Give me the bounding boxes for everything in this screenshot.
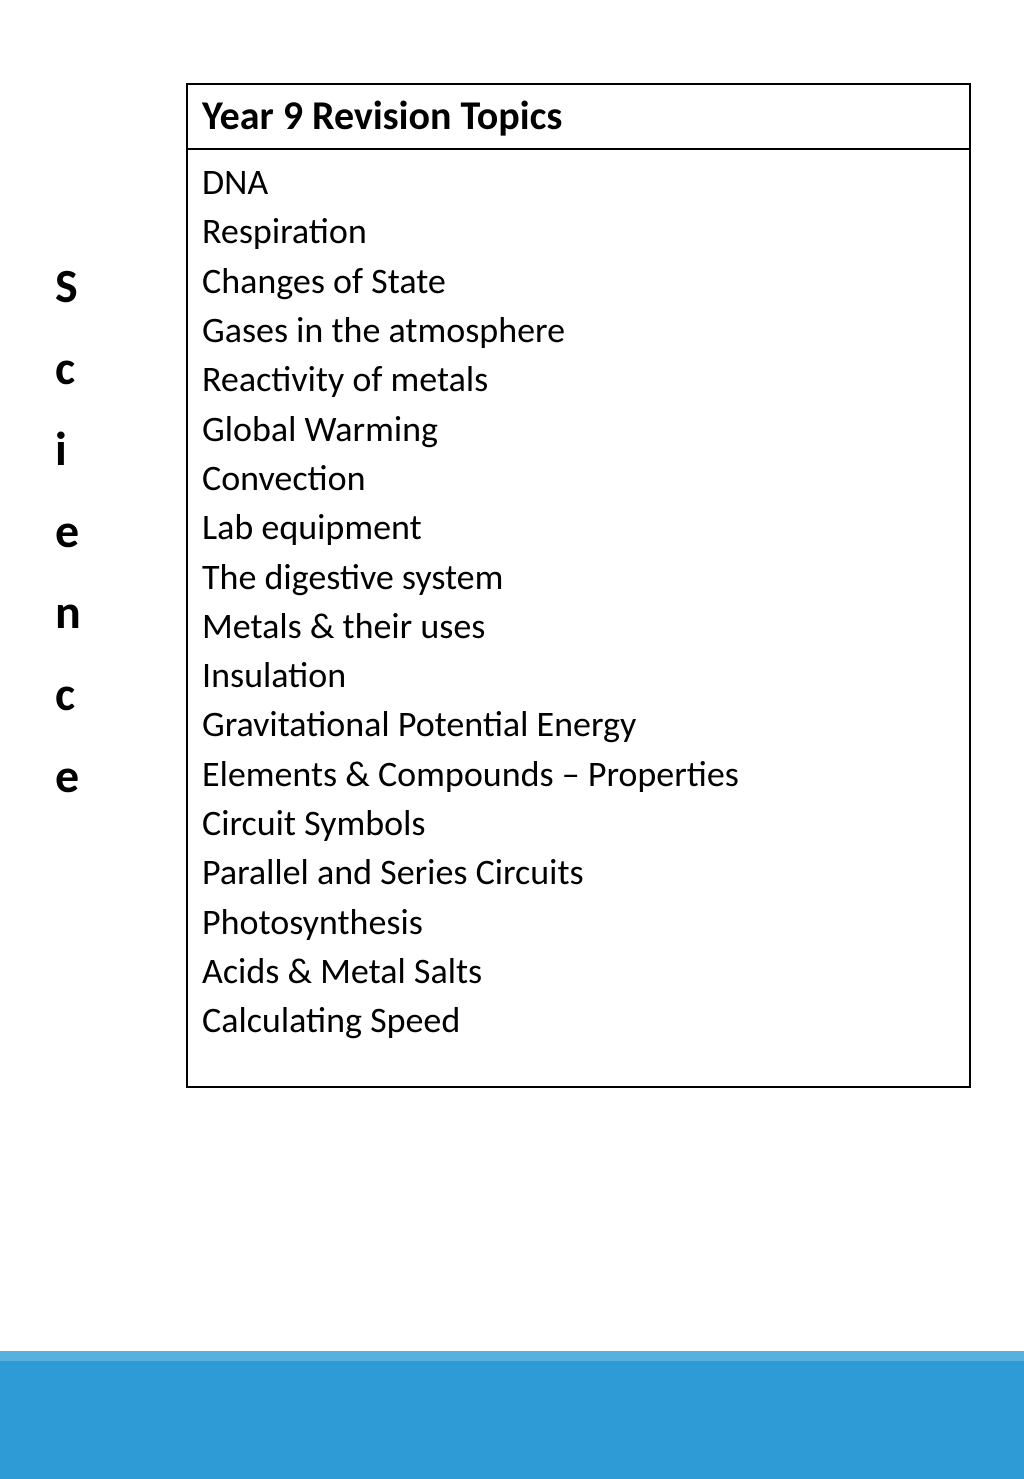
topic-item: Gases in the atmosphere bbox=[202, 306, 955, 355]
topic-item: Elements & Compounds – Properties bbox=[202, 750, 955, 799]
topic-item: DNA bbox=[202, 158, 955, 207]
topic-item: Changes of State bbox=[202, 257, 955, 306]
topic-item: Acids & Metal Salts bbox=[202, 947, 955, 996]
subject-letter: c bbox=[55, 653, 81, 735]
footer-band bbox=[0, 1351, 1024, 1479]
table-title: Year 9 Revision Topics bbox=[188, 85, 969, 150]
subject-letter: c bbox=[55, 327, 81, 409]
page: S c i e n c e Year 9 Revision Topics DNA… bbox=[0, 0, 1024, 1479]
topic-item: Lab equipment bbox=[202, 503, 955, 552]
topic-item: Photosynthesis bbox=[202, 898, 955, 947]
subject-letter: n bbox=[55, 571, 81, 653]
topic-item: Global Warming bbox=[202, 405, 955, 454]
topic-item: Circuit Symbols bbox=[202, 799, 955, 848]
subject-label: S c i e n c e bbox=[55, 245, 81, 816]
topic-item: Metals & their uses bbox=[202, 602, 955, 651]
topic-item: Calculating Speed bbox=[202, 996, 955, 1045]
topic-item: Respiration bbox=[202, 207, 955, 256]
topic-item: Convection bbox=[202, 454, 955, 503]
subject-letter: S bbox=[55, 245, 81, 327]
topic-item: Parallel and Series Circuits bbox=[202, 848, 955, 897]
topic-item: Insulation bbox=[202, 651, 955, 700]
topics-list: DNA Respiration Changes of State Gases i… bbox=[188, 150, 969, 1086]
subject-letter: e bbox=[55, 490, 81, 572]
topic-item: The digestive system bbox=[202, 553, 955, 602]
subject-letter: i bbox=[55, 408, 81, 490]
topic-item: Reactivity of metals bbox=[202, 355, 955, 404]
topic-item: Gravitational Potential Energy bbox=[202, 700, 955, 749]
revision-table: Year 9 Revision Topics DNA Respiration C… bbox=[186, 83, 971, 1088]
subject-letter: e bbox=[55, 735, 81, 817]
